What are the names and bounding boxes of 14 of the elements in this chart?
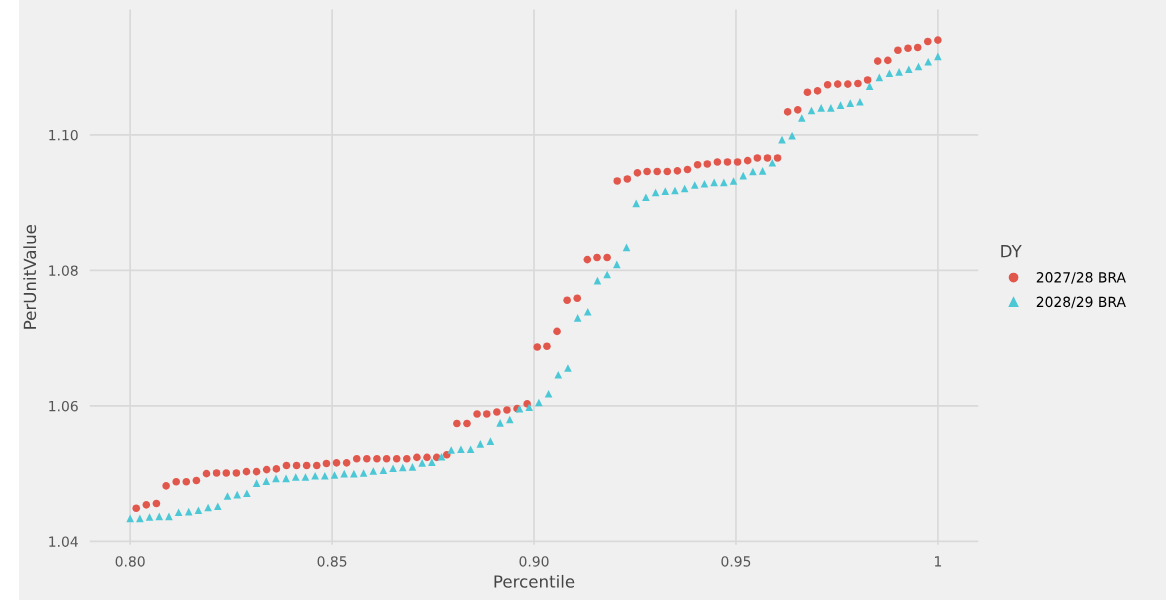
y-tick-label: 1.08 bbox=[49, 265, 78, 276]
y-tick-label: 1.10 bbox=[49, 129, 78, 141]
x-tick-label: 0.85 bbox=[317, 556, 347, 567]
legend-title: DY bbox=[1001, 245, 1022, 258]
x-axis-title: Percentile bbox=[494, 574, 575, 588]
legend-label: 2027/28 BRA bbox=[1036, 272, 1126, 284]
x-tick-label: 0.80 bbox=[115, 556, 145, 567]
y-tick-label: 1.04 bbox=[49, 536, 78, 547]
y-axis-title: PerUnitValue bbox=[23, 224, 37, 329]
legend-label: 2028/29 BRA bbox=[1036, 296, 1126, 309]
x-tick-label: 0.90 bbox=[519, 556, 549, 567]
x-tick-label: 0.95 bbox=[721, 556, 751, 567]
x-tick-label: 1 bbox=[935, 556, 942, 567]
y-tick-label: 1.06 bbox=[49, 400, 78, 412]
